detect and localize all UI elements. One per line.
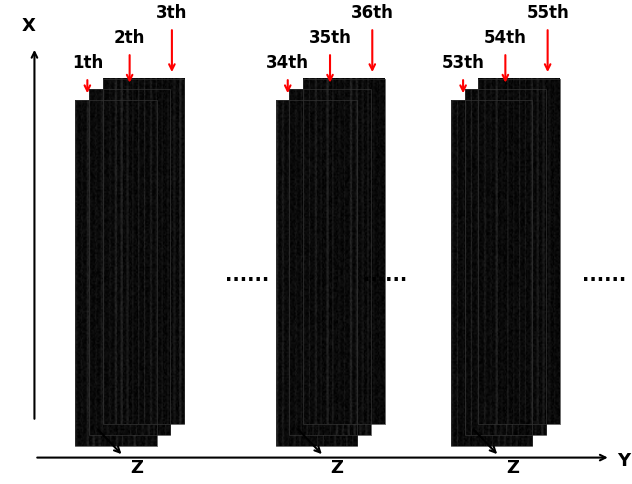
Text: 55th: 55th <box>526 4 569 22</box>
Text: Y: Y <box>617 452 630 470</box>
Bar <box>465 90 546 435</box>
Text: ......: ...... <box>225 266 269 285</box>
Bar <box>451 100 532 446</box>
Text: 3th: 3th <box>156 4 188 22</box>
Bar <box>276 100 357 446</box>
Text: ......: ...... <box>363 266 407 285</box>
Text: 2th: 2th <box>114 29 145 47</box>
Text: 34th: 34th <box>266 54 309 72</box>
Bar <box>303 79 384 424</box>
Bar <box>103 79 184 424</box>
Bar <box>89 90 171 435</box>
Text: Z: Z <box>130 458 143 477</box>
Text: Z: Z <box>506 458 519 477</box>
Text: X: X <box>21 17 35 35</box>
Bar <box>289 90 371 435</box>
Text: ......: ...... <box>582 266 626 285</box>
Text: 35th: 35th <box>308 29 351 47</box>
Text: 1th: 1th <box>72 54 103 72</box>
Bar <box>478 79 560 424</box>
Text: 53th: 53th <box>442 54 485 72</box>
Bar <box>75 100 157 446</box>
Text: 36th: 36th <box>351 4 394 22</box>
Text: Z: Z <box>331 458 344 477</box>
Text: 54th: 54th <box>484 29 527 47</box>
